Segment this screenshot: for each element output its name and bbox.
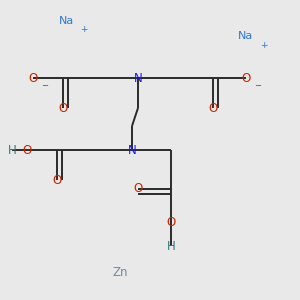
Text: +: + [80,26,88,34]
Text: +: + [260,40,268,50]
Text: −: − [41,81,49,90]
Text: O: O [242,71,250,85]
Text: N: N [134,71,142,85]
Text: H: H [8,143,16,157]
Text: O: O [134,182,142,196]
Text: N: N [128,143,136,157]
Text: O: O [52,173,62,187]
Text: O: O [167,215,176,229]
Text: O: O [208,101,217,115]
Text: −: − [254,81,262,90]
Text: Na: Na [238,31,253,41]
Text: H: H [167,239,176,253]
Text: O: O [22,143,32,157]
Text: Zn: Zn [112,266,128,280]
Text: O: O [28,71,38,85]
Text: O: O [58,101,68,115]
Text: Na: Na [58,16,74,26]
